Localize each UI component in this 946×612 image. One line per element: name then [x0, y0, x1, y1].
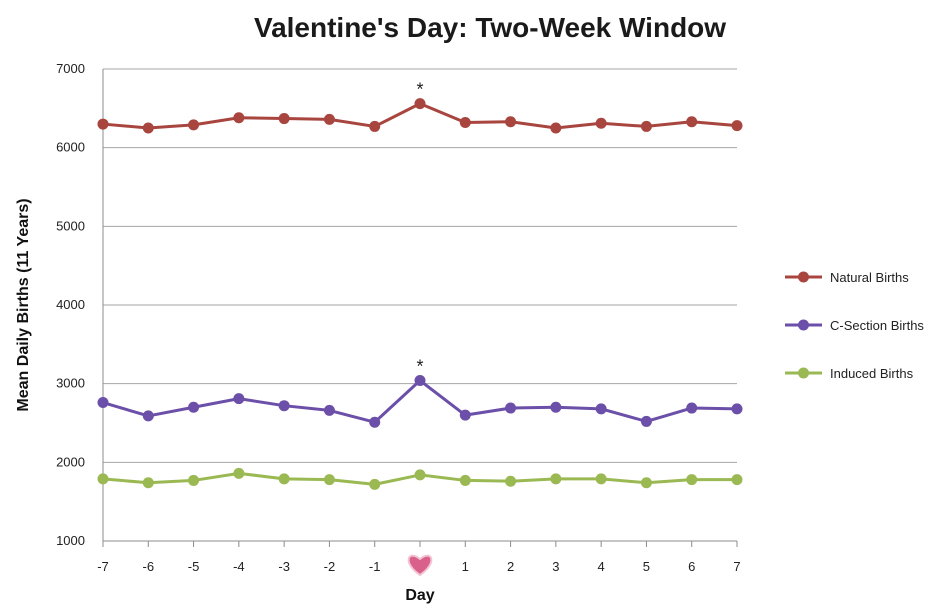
- y-tick-label: 5000: [56, 218, 85, 233]
- x-tick-label: -2: [324, 559, 336, 574]
- y-axis-label: Mean Daily Births (11 Years): [15, 198, 32, 411]
- data-point: [640, 120, 652, 132]
- data-point: [686, 116, 698, 128]
- data-point: [323, 404, 335, 416]
- data-point: [278, 113, 290, 125]
- significance-marker: *: [416, 80, 423, 100]
- data-point: [595, 473, 607, 485]
- data-point: [414, 375, 426, 387]
- data-point: [731, 120, 743, 132]
- y-tick-label: 6000: [56, 140, 85, 155]
- x-tick-label: 6: [688, 559, 695, 574]
- legend-swatch-marker: [798, 319, 809, 331]
- series-induced-births: [97, 467, 743, 490]
- x-tick-label: -3: [278, 559, 290, 574]
- data-point: [595, 117, 607, 129]
- x-tick-label: -7: [97, 559, 109, 574]
- x-tick-label: -5: [188, 559, 200, 574]
- data-point: [640, 477, 652, 489]
- data-point: [142, 410, 154, 422]
- x-tick-label: 3: [552, 559, 559, 574]
- data-point: [459, 116, 471, 128]
- data-point: [731, 403, 743, 415]
- significance-marker: *: [416, 357, 423, 377]
- x-tick-label: 4: [598, 559, 605, 574]
- y-tick-label: 1000: [56, 533, 85, 548]
- legend-swatch-marker: [798, 271, 809, 283]
- data-point: [731, 474, 743, 486]
- data-point: [142, 477, 154, 489]
- data-point: [414, 98, 426, 110]
- data-point: [369, 478, 381, 490]
- legend: Natural Births C-Section Births Induced Bi…: [785, 270, 924, 381]
- data-point: [188, 474, 200, 486]
- data-point: [640, 415, 652, 427]
- data-point: [550, 473, 562, 485]
- data-point: [278, 473, 290, 485]
- data-point: [414, 469, 426, 481]
- series-layer: [97, 98, 743, 490]
- legend-item: Induced Births: [785, 366, 914, 381]
- y-tick-label: 2000: [56, 454, 85, 469]
- y-axis-ticks: 1000 2000 3000 4000 5000 6000 7000: [56, 61, 85, 548]
- chart-title: Valentine's Day: Two-Week Window: [253, 12, 727, 43]
- data-point: [505, 475, 517, 487]
- data-point: [459, 409, 471, 421]
- data-point: [97, 473, 109, 485]
- data-point: [233, 393, 245, 405]
- data-point: [188, 119, 200, 131]
- data-point: [550, 401, 562, 413]
- heart-icon: [407, 554, 433, 577]
- data-point: [369, 416, 381, 428]
- legend-label: Natural Births: [830, 270, 909, 285]
- data-point: [686, 474, 698, 486]
- data-point: [188, 401, 200, 413]
- y-tick-label: 3000: [56, 376, 85, 391]
- x-tick-label: -4: [233, 559, 245, 574]
- data-point: [459, 474, 471, 486]
- x-tick-label: 5: [643, 559, 650, 574]
- x-tick-label: -1: [369, 559, 381, 574]
- data-point: [369, 120, 381, 132]
- x-axis-ticks: -7 -6 -5 -4 -3 -2 -1 1 2 3 4 5 6 7: [97, 541, 741, 577]
- data-point: [142, 122, 154, 134]
- y-tick-label: 4000: [56, 297, 85, 312]
- data-point: [278, 400, 290, 412]
- legend-label: C-Section Births: [830, 318, 924, 333]
- x-tick-label: 1: [462, 559, 469, 574]
- data-point: [686, 402, 698, 414]
- data-point: [550, 122, 562, 134]
- legend-item: Natural Births: [785, 270, 909, 285]
- x-tick-label: -6: [143, 559, 155, 574]
- data-point: [97, 118, 109, 130]
- x-tick-label: 2: [507, 559, 514, 574]
- legend-label: Induced Births: [830, 366, 914, 381]
- annotations: **: [416, 80, 423, 377]
- x-tick-label: 7: [733, 559, 740, 574]
- y-tick-label: 7000: [56, 61, 85, 76]
- data-point: [595, 403, 607, 415]
- data-point: [323, 113, 335, 125]
- legend-item: C-Section Births: [785, 318, 924, 333]
- data-point: [505, 402, 517, 414]
- legend-swatch-marker: [798, 367, 809, 379]
- data-point: [323, 474, 335, 486]
- data-point: [97, 397, 109, 409]
- data-point: [505, 116, 517, 128]
- series-c-section-births: [97, 375, 743, 428]
- series-natural-births: [97, 98, 743, 134]
- series-line: [102, 379, 738, 424]
- data-point: [233, 112, 245, 124]
- data-point: [233, 467, 245, 479]
- x-axis-label: Day: [405, 587, 434, 604]
